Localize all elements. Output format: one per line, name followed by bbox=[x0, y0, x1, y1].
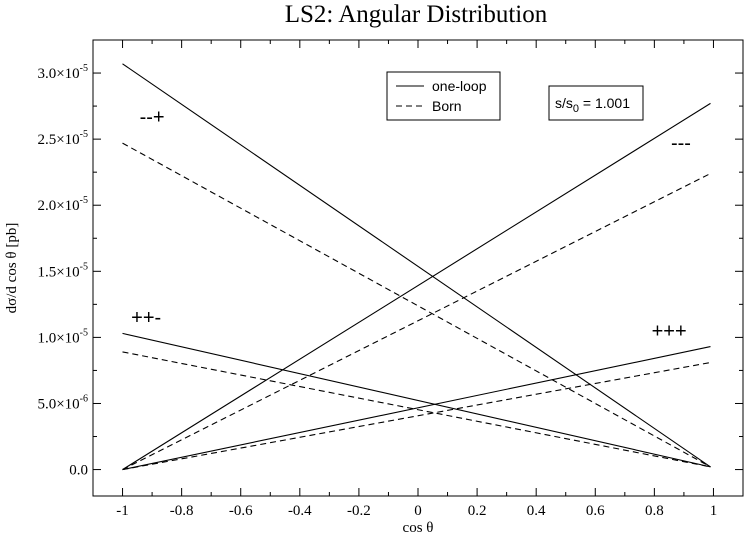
ratio-box bbox=[548, 85, 644, 121]
y-axis-label: dσ/d cos θ [pb] bbox=[4, 223, 20, 314]
legend-label: one-loop bbox=[432, 78, 487, 94]
y-tick-label: 3.0×10-5 bbox=[37, 63, 88, 82]
x-tick-label: -0.6 bbox=[229, 503, 253, 519]
x-tick-label: -0.8 bbox=[170, 503, 194, 519]
x-tick-label: -1 bbox=[116, 503, 129, 519]
y-tick-label: 5.0×10-6 bbox=[37, 393, 88, 412]
helicity-label: ++- bbox=[131, 307, 161, 329]
chart-title: LS2: Angular Distribution bbox=[285, 1, 548, 28]
x-tick-label: -0.2 bbox=[347, 503, 371, 519]
y-tick-label: 0.0 bbox=[69, 463, 88, 479]
series-line-ppm-one-loop bbox=[122, 332, 711, 468]
helicity-label: --+ bbox=[140, 106, 165, 128]
series-line-ppm-born bbox=[122, 351, 711, 468]
y-tick-label: 1.5×10-5 bbox=[37, 261, 88, 280]
series-line-ppp-born bbox=[122, 361, 711, 471]
legend-label: Born bbox=[432, 98, 462, 114]
y-tick-label: 2.5×10-5 bbox=[37, 129, 88, 148]
helicity-label: --- bbox=[671, 133, 691, 155]
y-tick-label: 2.0×10-5 bbox=[37, 195, 88, 214]
series-line-mmm-one-loop bbox=[122, 102, 711, 471]
x-tick-label: 0 bbox=[414, 503, 422, 519]
series-line-ppp-one-loop bbox=[122, 346, 711, 471]
ratio-text: s/s0 = 1.001 bbox=[555, 95, 630, 115]
helicity-label: +++ bbox=[652, 320, 687, 342]
y-tick-label: 1.0×10-5 bbox=[37, 327, 88, 346]
series-line-mmm-born bbox=[122, 173, 711, 471]
series-line-mmp-born bbox=[122, 142, 711, 468]
legend-box bbox=[386, 71, 501, 121]
x-tick-label: -0.4 bbox=[288, 503, 312, 519]
series-line-mmp-one-loop bbox=[122, 63, 711, 468]
x-tick-label: 1 bbox=[710, 503, 718, 519]
x-axis-label: cos θ bbox=[403, 520, 434, 536]
x-tick-label: 0.6 bbox=[586, 503, 605, 519]
x-tick-label: 0.4 bbox=[527, 503, 546, 519]
x-tick-label: 0.2 bbox=[468, 503, 487, 519]
x-tick-label: 0.8 bbox=[645, 503, 664, 519]
